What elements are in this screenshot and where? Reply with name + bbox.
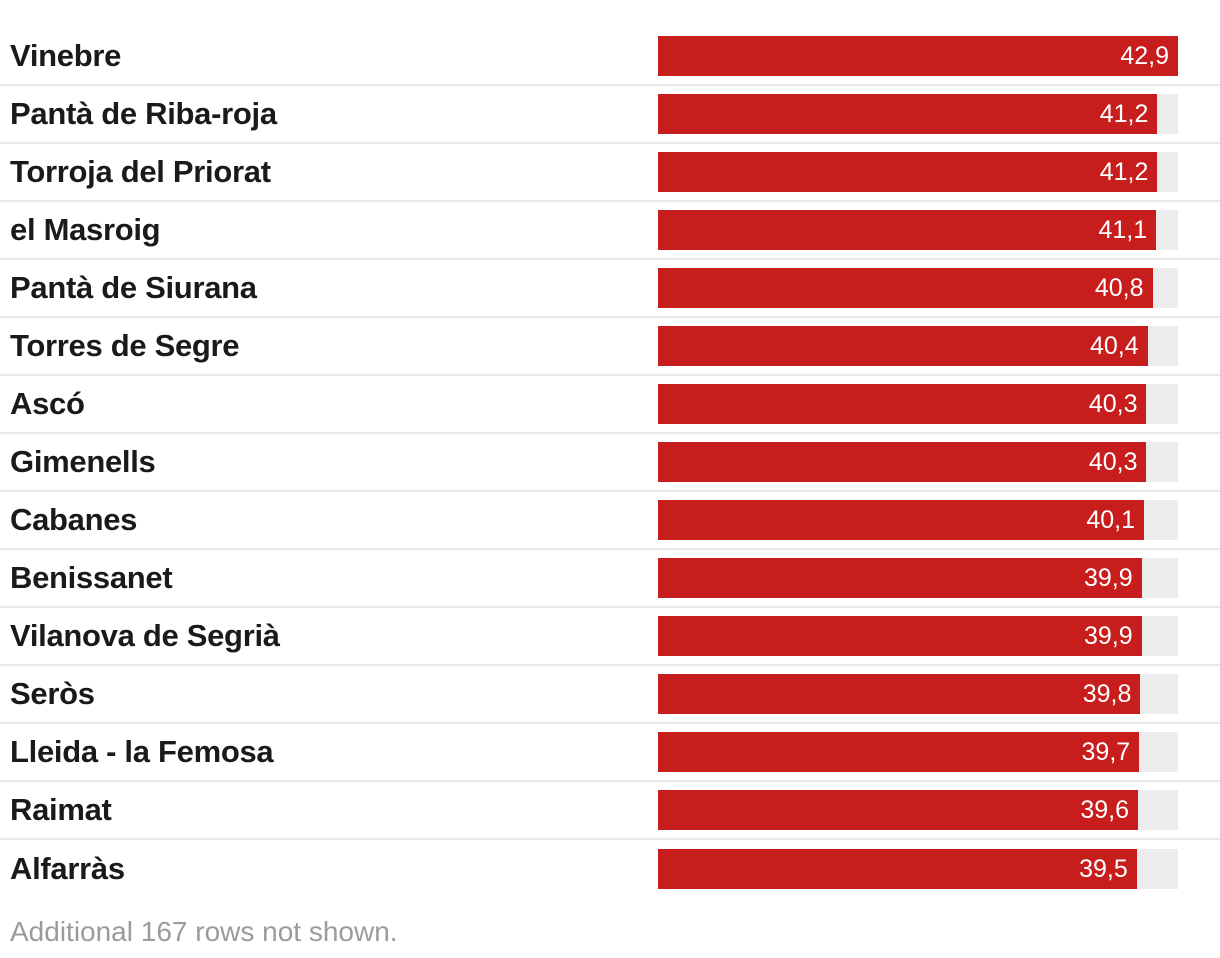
bar: 41,2	[658, 152, 1158, 192]
bar-track: 40,8	[658, 268, 1178, 308]
category-label: Vilanova de Segrià	[10, 618, 280, 653]
bar: 40,3	[658, 384, 1147, 424]
bar-value-label: 41,1	[1098, 215, 1148, 244]
bar: 39,8	[658, 674, 1141, 714]
chart-row: Cabanes 40,1	[0, 492, 1220, 550]
chart-row: Raimat 39,6	[0, 782, 1220, 840]
footer-note: Additional 167 rows not shown.	[10, 916, 398, 947]
chart-row: Lleida - la Femosa 39,7	[0, 724, 1220, 782]
bar: 41,2	[658, 94, 1158, 134]
chart-row: Seròs 39,8	[0, 666, 1220, 724]
bar-value-label: 39,8	[1082, 679, 1132, 708]
category-label: el Masroig	[10, 212, 161, 247]
bar-value-label: 42,9	[1120, 41, 1169, 70]
bar-value-label: 40,1	[1086, 505, 1136, 534]
bar-value-label: 39,9	[1083, 621, 1133, 650]
category-label: Vinebre	[10, 38, 122, 73]
chart-row: Ascó 40,3	[0, 376, 1220, 434]
chart-row: Alfarràs 39,5	[0, 840, 1220, 898]
chart-row: Vinebre 42,9	[0, 28, 1220, 86]
chart-row: Gimenells 40,3	[0, 434, 1220, 492]
chart-row: Torroja del Priorat 41,2	[0, 144, 1220, 202]
chart-row: el Masroig 41,1	[0, 202, 1220, 260]
category-label: Ascó	[10, 386, 85, 421]
category-label: Cabanes	[10, 502, 138, 537]
bar-value-label: 39,9	[1083, 563, 1133, 592]
bar: 42,9	[658, 36, 1178, 76]
bar-track: 42,9	[658, 36, 1178, 76]
bar: 39,7	[658, 732, 1140, 772]
bar: 39,6	[658, 790, 1138, 830]
bar-track: 40,3	[658, 442, 1178, 482]
bar-value-label: 39,5	[1079, 854, 1128, 883]
category-label: Seròs	[10, 676, 95, 711]
bar: 41,1	[658, 210, 1157, 250]
bar-value-label: 40,4	[1090, 331, 1139, 360]
bar-track: 39,6	[658, 790, 1178, 830]
bar-track: 40,1	[658, 500, 1178, 540]
category-label: Alfarràs	[10, 851, 125, 886]
bar-value-label: 40,3	[1088, 447, 1138, 476]
category-label: Lleida - la Femosa	[10, 734, 274, 769]
bar: 39,5	[658, 849, 1137, 889]
bar-track: 39,8	[658, 674, 1178, 714]
bar: 39,9	[658, 558, 1142, 598]
category-label: Pantà de Siurana	[10, 270, 257, 305]
bar: 40,8	[658, 268, 1153, 308]
bar-value-label: 39,6	[1080, 795, 1129, 824]
bar-value-label: 41,2	[1099, 99, 1149, 128]
chart-row: Pantà de Siurana 40,8	[0, 260, 1220, 318]
bar-track: 41,1	[658, 210, 1178, 250]
bar-track: 41,2	[658, 94, 1178, 134]
bar-track: 41,2	[658, 152, 1178, 192]
category-label: Torres de Segre	[10, 328, 240, 363]
bar: 40,4	[658, 326, 1148, 366]
bar-value-label: 39,7	[1081, 737, 1131, 766]
chart-row: Pantà de Riba-roja 41,2	[0, 86, 1220, 144]
bar-value-label: 40,3	[1088, 389, 1138, 418]
bar: 40,3	[658, 442, 1147, 482]
bar: 39,9	[658, 616, 1142, 656]
category-label: Raimat	[10, 792, 112, 827]
chart-row: Benissanet 39,9	[0, 550, 1220, 608]
bar-track: 39,9	[658, 616, 1178, 656]
category-label: Torroja del Priorat	[10, 154, 271, 189]
bar-value-label: 40,8	[1094, 273, 1144, 302]
chart-row: Vilanova de Segrià 39,9	[0, 608, 1220, 666]
bar-track: 39,9	[658, 558, 1178, 598]
bar-track: 40,4	[658, 326, 1178, 366]
bar-track: 40,3	[658, 384, 1178, 424]
bar: 40,1	[658, 500, 1145, 540]
bar-track: 39,5	[658, 849, 1178, 889]
category-label: Benissanet	[10, 560, 173, 595]
bar-chart-rows: Vinebre 42,9 Pantà de Riba-roja 41,2 Tor…	[0, 28, 1220, 898]
chart-row: Torres de Segre 40,4	[0, 318, 1220, 376]
category-label: Pantà de Riba-roja	[10, 96, 277, 131]
category-label: Gimenells	[10, 444, 156, 479]
bar-track: 39,7	[658, 732, 1178, 772]
bar-value-label: 41,2	[1099, 157, 1149, 186]
